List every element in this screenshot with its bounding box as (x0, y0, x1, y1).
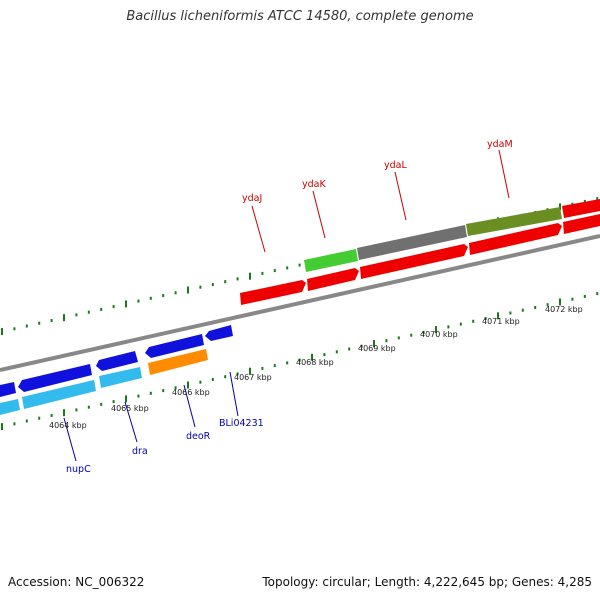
accession-label: Accession: NC_006322 (8, 575, 145, 589)
bottom-gene-labels: nupC dra deoR BLi04231 (66, 418, 264, 475)
gene-label-BLi04231[interactable]: BLi04231 (219, 418, 264, 429)
top-gene-labels: ydaJ ydaK ydaL ydaM (242, 139, 513, 204)
gene-next-feature[interactable] (562, 199, 600, 218)
gene-next-cds[interactable] (563, 214, 600, 234)
gene-nupC-feature-b[interactable] (22, 380, 96, 409)
kbp-label: 4068 kbp (296, 358, 334, 367)
gene-ydaM-feature[interactable] (466, 207, 562, 236)
leader-ydaK (312, 190, 326, 239)
kbp-label: 4072 kbp (545, 305, 583, 314)
gene-label-ydaJ[interactable]: ydaJ (242, 193, 262, 204)
kbp-label: 4071 kbp (482, 317, 520, 326)
kbp-label: 4069 kbp (358, 344, 396, 353)
gene-label-ydaK[interactable]: ydaK (302, 179, 326, 190)
gene-nupC-feature[interactable] (0, 399, 20, 415)
kbp-label: 4070 kbp (420, 330, 458, 339)
gene-label-deoR[interactable]: deoR (186, 431, 211, 442)
leader-ydaM (498, 149, 510, 199)
gene-dra-feature[interactable] (99, 367, 142, 388)
gene-leader-lines (63, 149, 510, 462)
forward-strand-genes (240, 199, 600, 305)
leader-dra (124, 401, 138, 443)
gene-ydaM-cds[interactable] (469, 223, 562, 255)
kbp-labels: 4064 kbp 4065 kbp 4066 kbp 4067 kbp 4068… (49, 305, 583, 430)
kbp-label: 4065 kbp (111, 404, 149, 413)
gene-ydaJ-cds[interactable] (240, 280, 306, 305)
gene-ydaK-cds[interactable] (307, 268, 359, 291)
leader-deoR (183, 384, 196, 428)
kbp-label: 4066 kbp (172, 388, 210, 397)
gene-ydaL-feature[interactable] (357, 225, 467, 260)
gene-nupC-cds-b[interactable] (18, 364, 92, 392)
inner-tick-track (1, 292, 599, 431)
gene-deoR-cds[interactable] (145, 334, 204, 358)
leader-ydaJ (251, 205, 266, 253)
leader-BLi04231 (229, 371, 239, 417)
leader-nupC (63, 417, 77, 462)
genome-summary: Topology: circular; Length: 4,222,645 bp… (262, 575, 592, 589)
gene-dra-cds[interactable] (96, 351, 138, 371)
gene-BLi04231-cds[interactable] (205, 325, 233, 341)
kbp-label: 4067 kbp (234, 373, 272, 382)
gene-deoR-feature[interactable] (148, 349, 208, 375)
gene-ydaL-cds[interactable] (360, 244, 468, 279)
gene-ydaK-feature[interactable] (304, 249, 358, 272)
leader-ydaL (394, 171, 407, 221)
gene-nupC-cds[interactable] (0, 382, 16, 397)
map-title: Bacillus licheniformis ATCC 14580, compl… (126, 9, 474, 24)
reverse-strand-genes (0, 325, 233, 415)
gene-label-dra[interactable]: dra (132, 446, 148, 457)
gene-label-ydaL[interactable]: ydaL (384, 160, 407, 171)
gene-label-nupC[interactable]: nupC (66, 464, 91, 475)
kbp-label: 4064 kbp (49, 421, 87, 430)
genome-backbone (0, 234, 600, 372)
gene-label-ydaM[interactable]: ydaM (487, 139, 513, 150)
